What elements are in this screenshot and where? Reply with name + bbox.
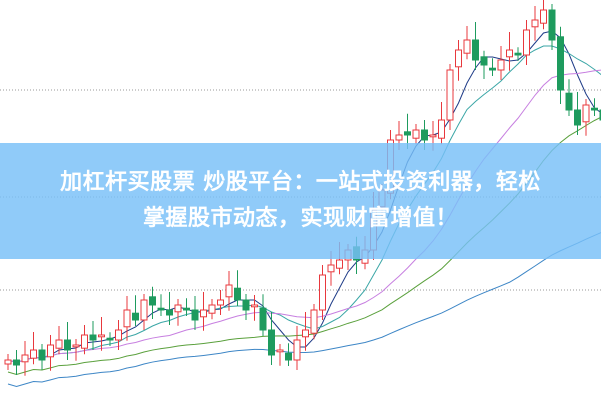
candle-body [310, 309, 318, 334]
candle-body [565, 92, 573, 111]
candle-body [234, 287, 241, 301]
candle-body [38, 349, 46, 361]
candle-body [13, 359, 20, 366]
candle-body [446, 69, 454, 121]
candle-body [183, 307, 190, 311]
candle-body [72, 344, 80, 348]
candle-body [225, 284, 233, 298]
candle-body [149, 296, 156, 306]
candle-body [489, 67, 496, 71]
candle-body [276, 349, 284, 353]
candle-body [497, 59, 505, 71]
candle-body [64, 339, 71, 351]
candle-body [21, 354, 29, 363]
candle-body [89, 334, 97, 341]
candle-body [463, 39, 471, 54]
banner-title-line-1: 加杠杆买股票 炒股平台：一站式投资利器，轻松 [60, 170, 541, 195]
candle-body [55, 339, 63, 349]
candle-body [191, 309, 199, 321]
candle-body [591, 107, 598, 111]
candle-body [268, 329, 275, 356]
candle-body [285, 352, 292, 361]
candle-body [336, 259, 343, 269]
candle-body [157, 307, 165, 311]
candle-body [582, 104, 590, 123]
candle-body [242, 299, 250, 311]
candle-body [293, 339, 301, 361]
candle-body [4, 359, 12, 365]
candle-body [98, 334, 105, 338]
candle-body [217, 299, 224, 306]
banner-title-line-2: 掌握股市动态，实现财富增值！ [142, 206, 458, 231]
candle-body [140, 299, 148, 321]
candle-body [574, 109, 581, 126]
candle-body [472, 39, 479, 61]
candle-body [302, 329, 309, 338]
candle-body [412, 129, 420, 139]
ma60-line [7, 232, 601, 388]
candle-body [174, 304, 182, 313]
candle-body [81, 334, 88, 349]
candle-body [115, 329, 122, 341]
candle-body [531, 19, 539, 28]
candle-body [395, 134, 403, 141]
candle-body [429, 134, 437, 138]
candle-body [404, 131, 411, 136]
candle-body [455, 49, 462, 68]
candle-body [319, 274, 326, 311]
candle-body [259, 307, 267, 331]
candle-body [438, 119, 445, 139]
candle-body [327, 264, 335, 273]
candle-body [166, 309, 173, 316]
candle-body [523, 29, 530, 56]
candle-body [548, 9, 556, 41]
candle-body [506, 49, 513, 58]
candle-body [514, 52, 522, 56]
candle-body [421, 129, 428, 141]
candle-body [200, 309, 207, 318]
candle-body [480, 56, 488, 66]
title-banner: 加杠杆买股票 炒股平台：一站式投资利器，轻松 掌握股市动态，实现财富增值！ [0, 143, 601, 259]
candle-body [540, 9, 547, 24]
candle-body [30, 349, 37, 359]
candle-body [208, 304, 216, 314]
candle-body [123, 309, 131, 328]
candle-body [47, 344, 54, 358]
candle-body [557, 36, 564, 91]
candle-body [132, 312, 139, 321]
candle-body [106, 337, 114, 341]
candle-body [251, 304, 258, 308]
